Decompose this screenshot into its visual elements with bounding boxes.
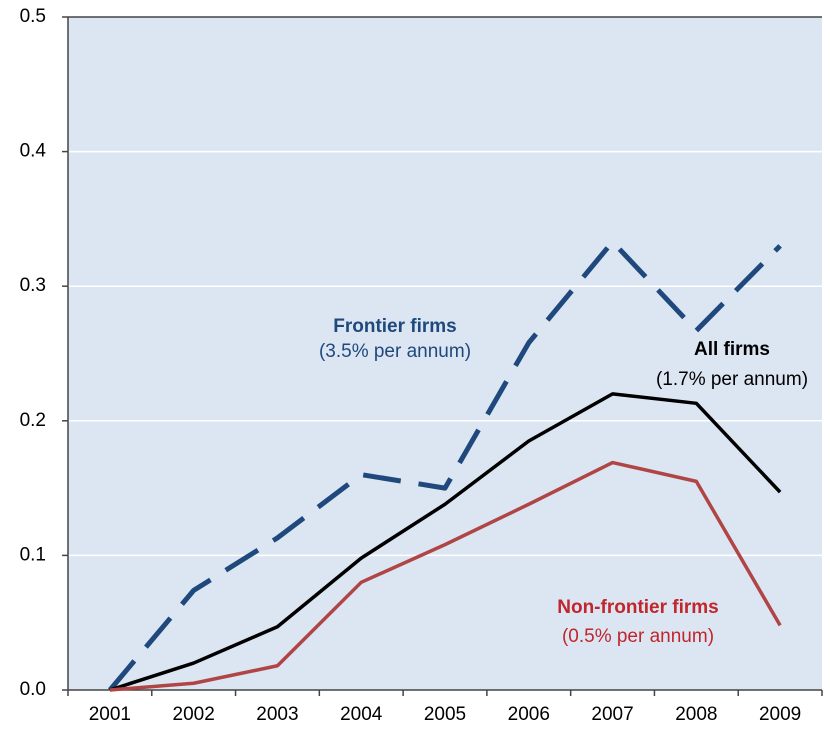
y-tick-label: 0.4 <box>20 141 47 162</box>
x-tick-label: 2001 <box>89 704 131 725</box>
series-label: All firms <box>694 339 770 360</box>
y-tick-label: 0.0 <box>20 679 46 700</box>
x-tick-label: 2004 <box>340 704 383 725</box>
series-line <box>109 392 782 692</box>
y-tick-label: 0.2 <box>20 410 46 431</box>
series-label: Non-frontier firms <box>557 597 719 618</box>
x-tick-label: 2008 <box>675 704 717 725</box>
annotation: (0.5% per annum) <box>562 626 714 647</box>
x-tick-label: 2009 <box>759 704 801 725</box>
plot-area <box>68 17 822 690</box>
x-tick-label: 2002 <box>173 704 215 725</box>
y-tick-label: 0.3 <box>20 275 46 296</box>
series-line <box>107 239 782 692</box>
x-tick-label: 2003 <box>256 704 298 725</box>
annotation: (3.5% per annum) <box>319 341 471 362</box>
series-line <box>109 460 782 692</box>
x-tick-label: 2006 <box>508 704 550 725</box>
annotation: (1.7% per annum) <box>656 369 808 390</box>
series-label: Frontier firms <box>333 316 457 337</box>
x-tick-label: 2005 <box>424 704 466 725</box>
x-tick-label: 2007 <box>591 704 633 725</box>
y-tick-label: 0.1 <box>20 544 46 565</box>
y-tick-label: 0.5 <box>20 6 46 27</box>
